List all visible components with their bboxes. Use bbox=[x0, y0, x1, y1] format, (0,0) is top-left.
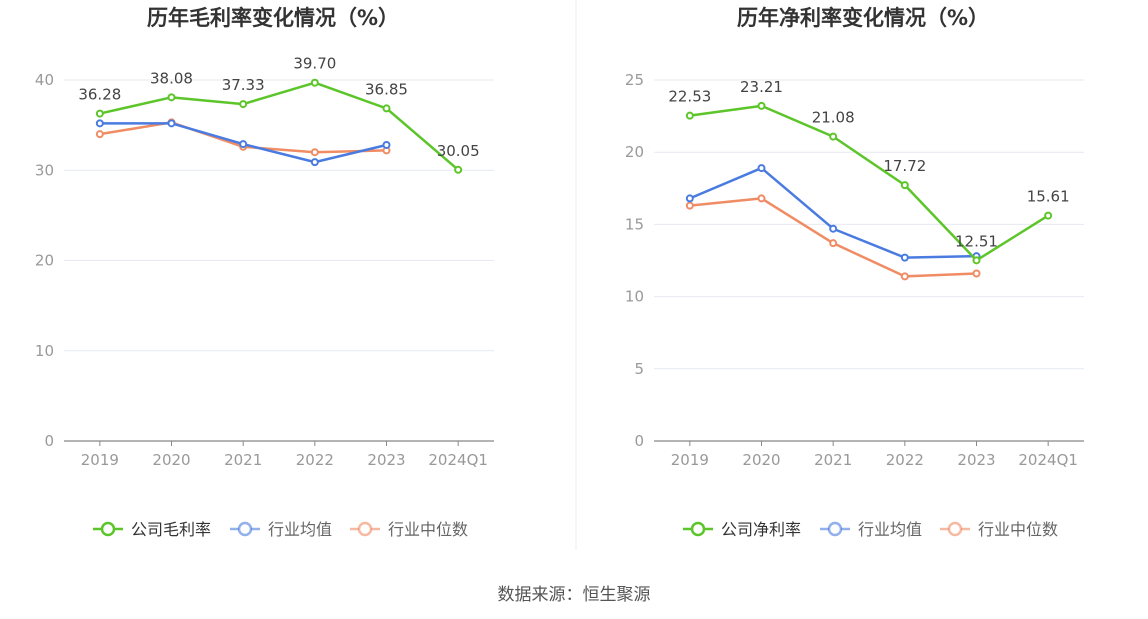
data-label: 36.28 bbox=[78, 86, 121, 104]
data-point-company bbox=[757, 101, 766, 110]
data-label: 23.21 bbox=[740, 78, 783, 96]
data-point-company bbox=[95, 109, 104, 118]
series-line-company bbox=[689, 104, 1049, 262]
legend-marker-company bbox=[690, 521, 706, 537]
x-tick-label: 2022 bbox=[296, 451, 334, 469]
data-point-company bbox=[167, 93, 176, 102]
x-tick-label: 2022 bbox=[886, 451, 924, 469]
legend-label: 行业均值 bbox=[858, 520, 922, 539]
y-tick-label: 15 bbox=[625, 215, 644, 233]
data-point-industry_median bbox=[685, 201, 694, 210]
x-tick-label: 2023 bbox=[367, 451, 405, 469]
y-tick-label: 0 bbox=[44, 432, 54, 450]
legend-marker-industry_median bbox=[357, 521, 373, 537]
data-label: 30.05 bbox=[437, 142, 480, 160]
data-label: 22.53 bbox=[668, 88, 711, 106]
data-point-industry_avg bbox=[382, 140, 391, 149]
data-source: 数据来源：恒生聚源 bbox=[497, 585, 651, 605]
data-label: 21.08 bbox=[812, 109, 855, 127]
data-point-industry_avg bbox=[95, 119, 104, 128]
x-tick-label: 2023 bbox=[957, 451, 995, 469]
data-point-industry_median bbox=[829, 239, 838, 248]
data-point-industry_avg bbox=[757, 164, 766, 173]
data-label: 37.33 bbox=[222, 76, 265, 94]
series-line-industry_median bbox=[689, 197, 977, 278]
x-tick-label: 2020 bbox=[742, 451, 780, 469]
legend-label: 行业均值 bbox=[268, 520, 332, 539]
y-tick-label: 10 bbox=[35, 342, 54, 360]
legend-marker-company bbox=[100, 521, 116, 537]
data-point-industry_avg bbox=[685, 194, 694, 203]
legend-label: 公司毛利率 bbox=[131, 520, 211, 539]
data-point-company bbox=[972, 256, 981, 265]
x-tick-label: 2021 bbox=[224, 451, 262, 469]
data-point-company bbox=[454, 165, 463, 174]
data-point-company bbox=[239, 100, 248, 109]
x-tick-label: 2024Q1 bbox=[1018, 451, 1078, 469]
y-tick-label: 40 bbox=[35, 71, 54, 89]
data-point-company bbox=[310, 78, 319, 87]
legend-marker-industry_avg bbox=[237, 521, 253, 537]
y-tick-label: 0 bbox=[634, 432, 644, 450]
y-tick-label: 25 bbox=[625, 71, 644, 89]
legend-marker-industry_avg bbox=[827, 521, 843, 537]
data-label: 38.08 bbox=[150, 69, 193, 87]
data-label: 36.85 bbox=[365, 80, 408, 98]
series-line-company bbox=[99, 81, 459, 171]
legend-label: 公司净利率 bbox=[721, 520, 801, 539]
legend-label: 行业中位数 bbox=[978, 520, 1058, 539]
y-tick-label: 30 bbox=[35, 161, 54, 179]
data-label: 12.51 bbox=[955, 232, 998, 250]
data-point-industry_median bbox=[757, 194, 766, 203]
data-point-industry_median bbox=[900, 272, 909, 281]
data-point-industry_avg bbox=[900, 253, 909, 262]
data-point-industry_avg bbox=[310, 158, 319, 167]
data-point-industry_median bbox=[310, 148, 319, 157]
y-tick-label: 20 bbox=[35, 252, 54, 270]
data-point-company bbox=[685, 111, 694, 120]
x-tick-label: 2019 bbox=[671, 451, 709, 469]
x-tick-label: 2024Q1 bbox=[428, 451, 488, 469]
x-tick-label: 2021 bbox=[814, 451, 852, 469]
data-label: 15.61 bbox=[1027, 188, 1070, 206]
legend-marker-industry_median bbox=[947, 521, 963, 537]
data-label: 39.70 bbox=[293, 55, 336, 73]
data-point-industry_median bbox=[972, 269, 981, 278]
x-tick-label: 2020 bbox=[152, 451, 190, 469]
chart-title-1: 历年毛利率变化情况（%） bbox=[147, 6, 399, 30]
data-label: 17.72 bbox=[883, 157, 926, 175]
data-point-industry_avg bbox=[167, 119, 176, 128]
x-tick-label: 2019 bbox=[81, 451, 119, 469]
data-point-company bbox=[829, 132, 838, 141]
data-point-company bbox=[1044, 211, 1053, 220]
legend-label: 行业中位数 bbox=[388, 520, 468, 539]
chart-title-2: 历年净利率变化情况（%） bbox=[737, 6, 989, 30]
y-tick-label: 10 bbox=[625, 288, 644, 306]
data-point-industry_median bbox=[95, 130, 104, 139]
data-point-company bbox=[900, 181, 909, 190]
y-tick-label: 5 bbox=[634, 360, 644, 378]
data-point-company bbox=[382, 104, 391, 113]
data-point-industry_avg bbox=[829, 224, 838, 233]
data-point-industry_avg bbox=[239, 140, 248, 149]
y-tick-label: 20 bbox=[625, 143, 644, 161]
